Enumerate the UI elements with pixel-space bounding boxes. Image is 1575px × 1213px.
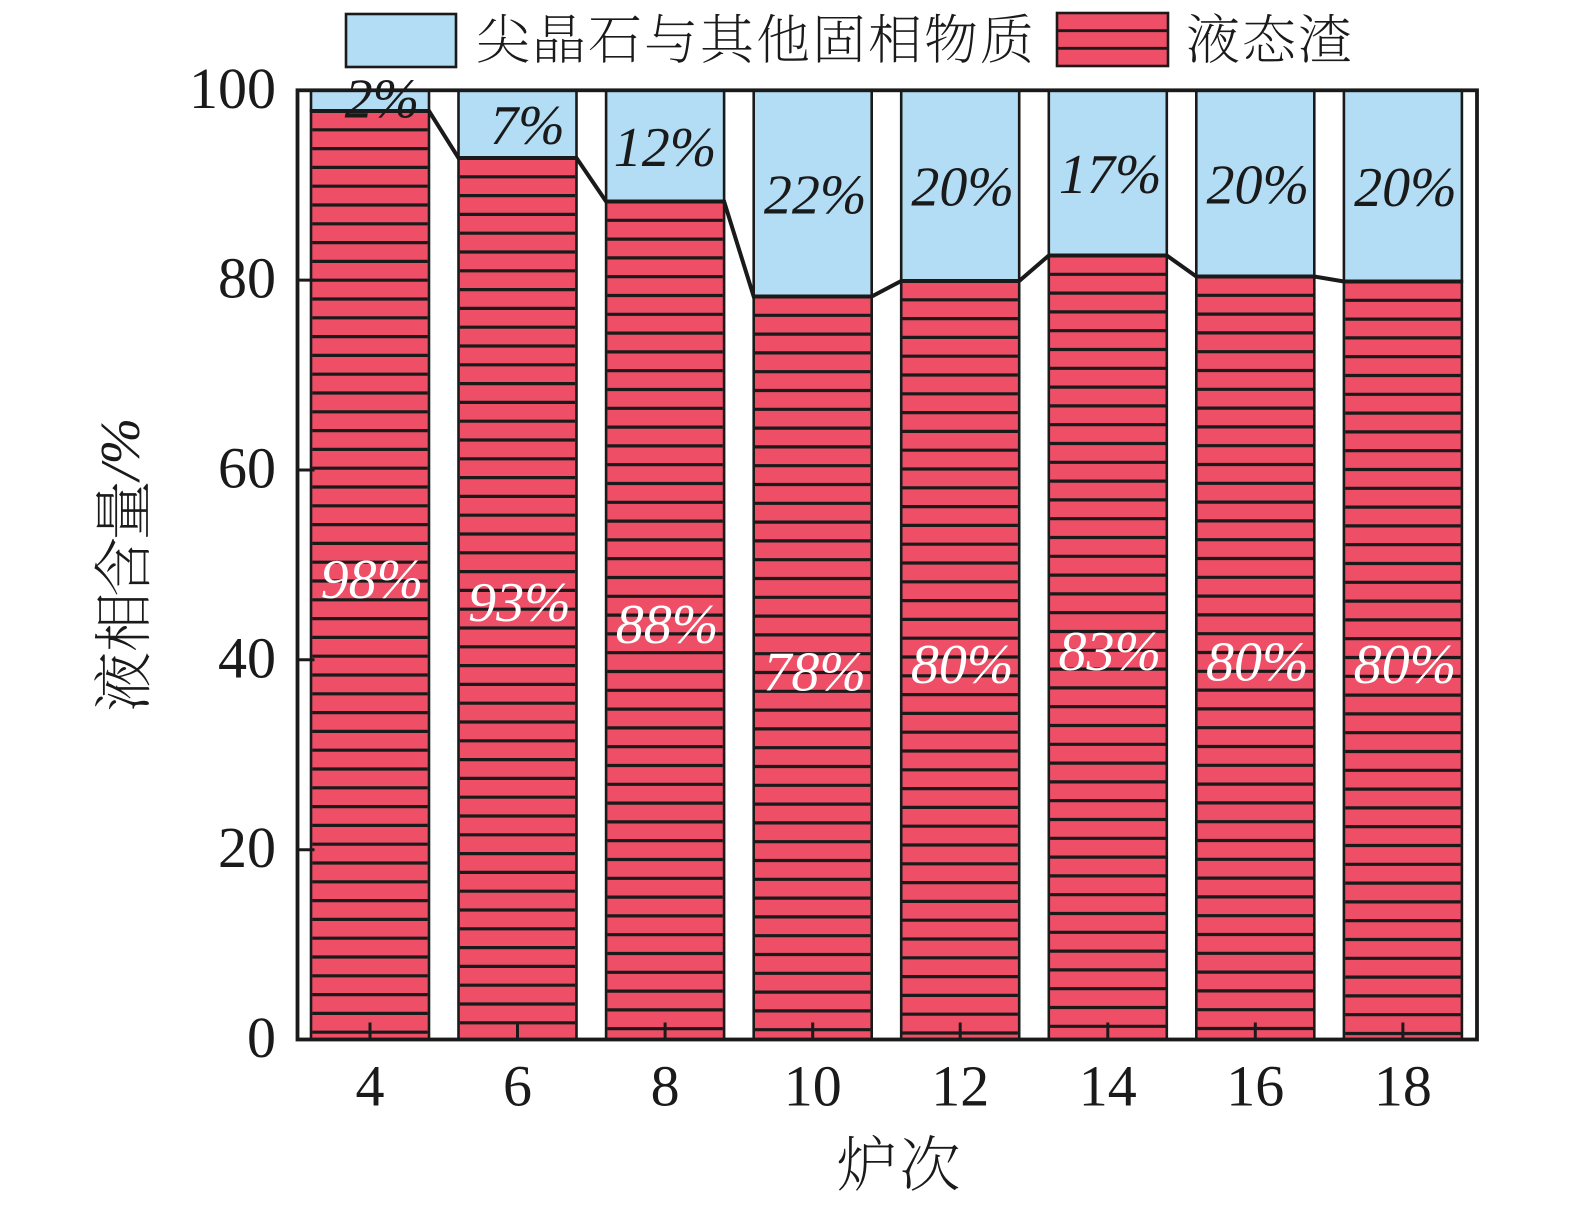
svg-text:/%: /%	[90, 418, 152, 483]
svg-text:4: 4	[356, 1054, 385, 1119]
svg-text:16: 16	[1226, 1054, 1284, 1119]
svg-text:20: 20	[218, 815, 276, 880]
svg-text:80%: 80%	[1206, 632, 1309, 694]
svg-text:83%: 83%	[1058, 621, 1161, 683]
svg-text:12%: 12%	[614, 117, 717, 179]
svg-text:78%: 78%	[763, 642, 866, 704]
svg-text:0: 0	[247, 1005, 276, 1070]
svg-text:93%: 93%	[468, 572, 571, 634]
svg-text:20%: 20%	[911, 157, 1014, 219]
svg-text:10: 10	[784, 1054, 842, 1119]
svg-text:80: 80	[218, 246, 276, 311]
svg-text:2%: 2%	[345, 69, 420, 131]
svg-text:100: 100	[189, 56, 276, 121]
svg-text:88%: 88%	[616, 594, 719, 656]
svg-text:80%: 80%	[911, 634, 1014, 696]
svg-text:60: 60	[218, 436, 276, 501]
svg-text:20%: 20%	[1206, 154, 1309, 216]
svg-text:12: 12	[931, 1054, 989, 1119]
svg-text:98%: 98%	[321, 549, 424, 611]
svg-text:20%: 20%	[1354, 157, 1457, 219]
svg-text:7%: 7%	[490, 95, 565, 157]
svg-text:22%: 22%	[764, 164, 867, 226]
svg-text:18: 18	[1374, 1054, 1432, 1119]
svg-text:8: 8	[651, 1054, 680, 1119]
svg-text:14: 14	[1079, 1054, 1137, 1119]
svg-text:40: 40	[218, 625, 276, 690]
svg-text:80%: 80%	[1354, 634, 1457, 696]
svg-text:6: 6	[503, 1054, 532, 1119]
svg-text:17%: 17%	[1059, 144, 1162, 206]
